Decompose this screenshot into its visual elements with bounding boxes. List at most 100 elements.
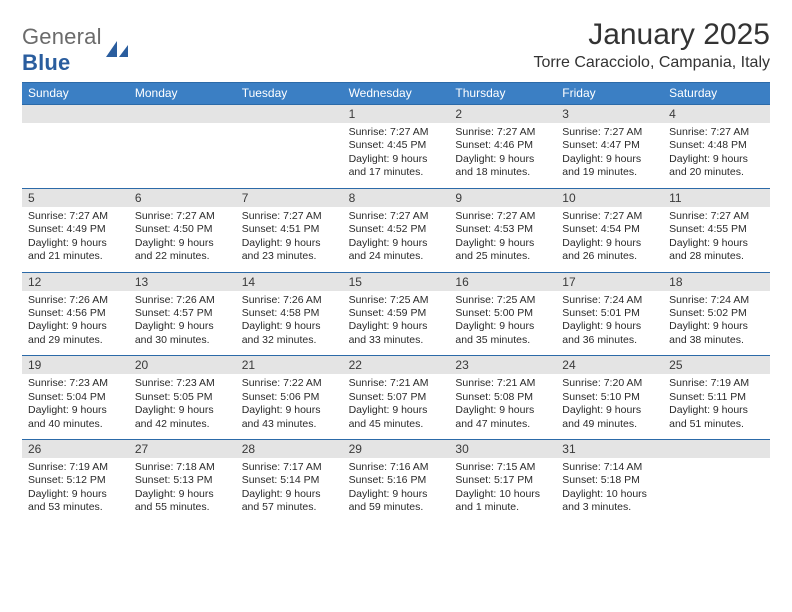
sunset-text: Sunset: 5:01 PM [562, 307, 657, 320]
sunrise-text: Sunrise: 7:21 AM [349, 377, 444, 390]
daylight-text-line1: Daylight: 9 hours [242, 404, 337, 417]
month-title: January 2025 [533, 18, 770, 52]
sunset-text: Sunset: 4:52 PM [349, 223, 444, 236]
day-number: 15 [343, 273, 450, 291]
day-number: 4 [663, 105, 770, 123]
weeks-container: 1234Sunrise: 7:27 AMSunset: 4:45 PMDayli… [22, 104, 770, 523]
weekday-header: Tuesday [236, 83, 343, 104]
sunrise-text: Sunrise: 7:27 AM [669, 126, 764, 139]
title-block: January 2025 Torre Caracciolo, Campania,… [533, 18, 770, 72]
daylight-text-line2: and 51 minutes. [669, 418, 764, 431]
sunrise-text: Sunrise: 7:26 AM [135, 294, 230, 307]
weekday-header: Saturday [663, 83, 770, 104]
logo-text-general: General [22, 24, 102, 49]
sunrise-text: Sunrise: 7:14 AM [562, 461, 657, 474]
day-number: 16 [449, 273, 556, 291]
sunrise-text: Sunrise: 7:27 AM [28, 210, 123, 223]
daylight-text-line2: and 21 minutes. [28, 250, 123, 263]
sunset-text: Sunset: 5:16 PM [349, 474, 444, 487]
calendar-page: General Blue January 2025 Torre Caraccio… [0, 0, 792, 523]
sunrise-text: Sunrise: 7:19 AM [669, 377, 764, 390]
day-cell: Sunrise: 7:26 AMSunset: 4:56 PMDaylight:… [22, 291, 129, 356]
sunset-text: Sunset: 4:49 PM [28, 223, 123, 236]
daylight-text-line1: Daylight: 9 hours [562, 153, 657, 166]
day-cell: Sunrise: 7:22 AMSunset: 5:06 PMDaylight:… [236, 374, 343, 439]
daylight-text-line1: Daylight: 9 hours [28, 488, 123, 501]
day-cell: Sunrise: 7:17 AMSunset: 5:14 PMDaylight:… [236, 458, 343, 523]
daylight-text-line1: Daylight: 9 hours [242, 488, 337, 501]
sunset-text: Sunset: 4:45 PM [349, 139, 444, 152]
daylight-text-line1: Daylight: 9 hours [669, 237, 764, 250]
day-cell [663, 458, 770, 523]
sunrise-text: Sunrise: 7:27 AM [455, 126, 550, 139]
day-number: 22 [343, 356, 450, 374]
sunrise-text: Sunrise: 7:27 AM [562, 210, 657, 223]
sunrise-text: Sunrise: 7:27 AM [455, 210, 550, 223]
day-number: 23 [449, 356, 556, 374]
sunrise-text: Sunrise: 7:21 AM [455, 377, 550, 390]
daylight-text-line2: and 33 minutes. [349, 334, 444, 347]
daylight-text-line2: and 23 minutes. [242, 250, 337, 263]
day-cell [22, 123, 129, 188]
sunset-text: Sunset: 5:07 PM [349, 391, 444, 404]
day-cell: Sunrise: 7:27 AMSunset: 4:50 PMDaylight:… [129, 207, 236, 272]
day-cell: Sunrise: 7:27 AMSunset: 4:46 PMDaylight:… [449, 123, 556, 188]
weekday-header: Sunday [22, 83, 129, 104]
day-number: 31 [556, 440, 663, 458]
day-cell [129, 123, 236, 188]
calendar-week: 567891011Sunrise: 7:27 AMSunset: 4:49 PM… [22, 188, 770, 272]
day-cell: Sunrise: 7:26 AMSunset: 4:58 PMDaylight:… [236, 291, 343, 356]
daylight-text-line1: Daylight: 9 hours [242, 237, 337, 250]
daylight-text-line2: and 47 minutes. [455, 418, 550, 431]
daylight-text-line1: Daylight: 10 hours [562, 488, 657, 501]
sunset-text: Sunset: 5:11 PM [669, 391, 764, 404]
day-number [129, 105, 236, 123]
daylight-text-line2: and 43 minutes. [242, 418, 337, 431]
sunrise-text: Sunrise: 7:27 AM [242, 210, 337, 223]
daylight-text-line1: Daylight: 9 hours [242, 320, 337, 333]
day-cell: Sunrise: 7:27 AMSunset: 4:53 PMDaylight:… [449, 207, 556, 272]
weekday-header: Wednesday [343, 83, 450, 104]
daylight-text-line2: and 32 minutes. [242, 334, 337, 347]
daylight-text-line1: Daylight: 9 hours [455, 153, 550, 166]
daylight-text-line1: Daylight: 9 hours [562, 404, 657, 417]
daylight-text-line1: Daylight: 9 hours [349, 488, 444, 501]
daylight-text-line1: Daylight: 9 hours [28, 404, 123, 417]
daylight-text-line2: and 22 minutes. [135, 250, 230, 263]
sunset-text: Sunset: 4:55 PM [669, 223, 764, 236]
daylight-text-line1: Daylight: 9 hours [349, 404, 444, 417]
daylight-text-line1: Daylight: 9 hours [349, 153, 444, 166]
sunset-text: Sunset: 4:51 PM [242, 223, 337, 236]
daylight-text-line1: Daylight: 9 hours [349, 237, 444, 250]
sunset-text: Sunset: 5:02 PM [669, 307, 764, 320]
day-cell: Sunrise: 7:27 AMSunset: 4:49 PMDaylight:… [22, 207, 129, 272]
sunrise-text: Sunrise: 7:27 AM [349, 126, 444, 139]
daylight-text-line1: Daylight: 9 hours [455, 404, 550, 417]
calendar-week: 262728293031Sunrise: 7:19 AMSunset: 5:12… [22, 439, 770, 523]
day-number: 8 [343, 189, 450, 207]
day-number: 12 [22, 273, 129, 291]
daylight-text-line1: Daylight: 9 hours [669, 153, 764, 166]
day-number: 5 [22, 189, 129, 207]
day-number: 27 [129, 440, 236, 458]
calendar-week: 12131415161718Sunrise: 7:26 AMSunset: 4:… [22, 272, 770, 356]
daylight-text-line1: Daylight: 9 hours [28, 320, 123, 333]
daylight-text-line2: and 20 minutes. [669, 166, 764, 179]
sunset-text: Sunset: 4:53 PM [455, 223, 550, 236]
daylight-text-line2: and 24 minutes. [349, 250, 444, 263]
logo-text: General Blue [22, 24, 102, 76]
day-number [663, 440, 770, 458]
sunrise-text: Sunrise: 7:24 AM [669, 294, 764, 307]
daylight-text-line2: and 40 minutes. [28, 418, 123, 431]
day-cell [236, 123, 343, 188]
weekday-header: Monday [129, 83, 236, 104]
day-number: 13 [129, 273, 236, 291]
calendar-grid: Sunday Monday Tuesday Wednesday Thursday… [22, 82, 770, 523]
sunrise-text: Sunrise: 7:24 AM [562, 294, 657, 307]
sunset-text: Sunset: 4:48 PM [669, 139, 764, 152]
sunset-text: Sunset: 5:13 PM [135, 474, 230, 487]
daylight-text-line2: and 35 minutes. [455, 334, 550, 347]
sunset-text: Sunset: 4:46 PM [455, 139, 550, 152]
weekday-header-row: Sunday Monday Tuesday Wednesday Thursday… [22, 83, 770, 104]
sunset-text: Sunset: 4:47 PM [562, 139, 657, 152]
